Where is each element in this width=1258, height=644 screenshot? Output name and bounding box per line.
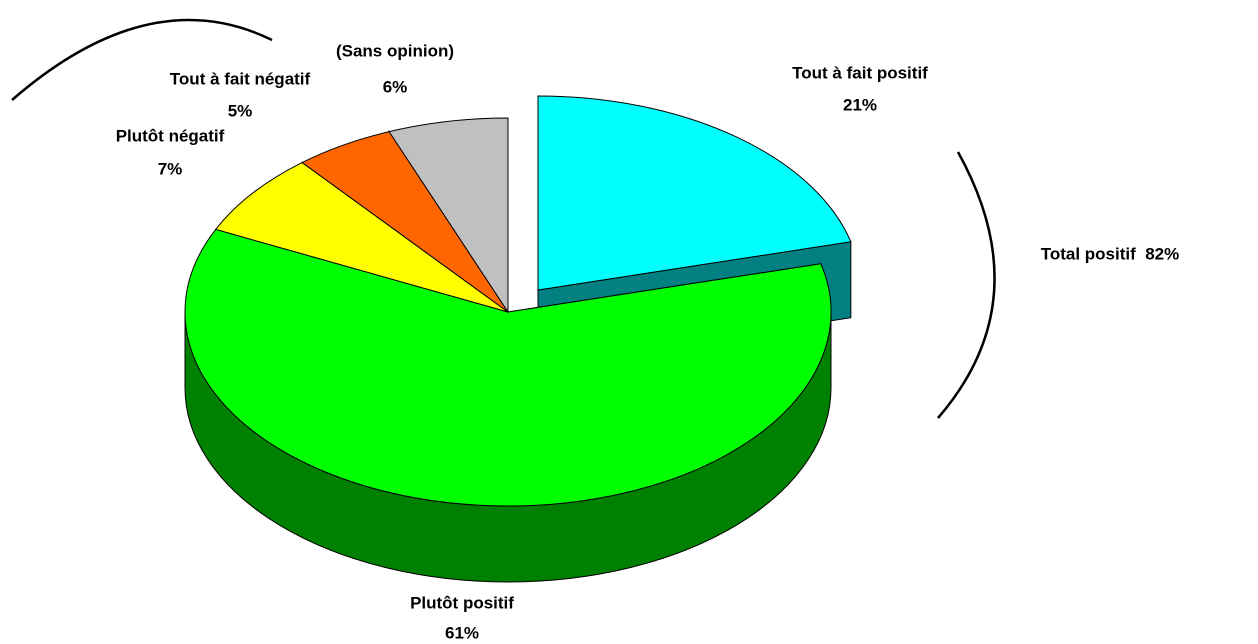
slice-label: Tout à fait négatif bbox=[170, 69, 311, 88]
slice bbox=[388, 117, 509, 314]
slice bbox=[214, 161, 509, 313]
value-label: 21% bbox=[843, 95, 877, 114]
value-label: 61% bbox=[445, 623, 479, 642]
slice-label: (Sans opinion) bbox=[336, 41, 454, 60]
pie bbox=[184, 95, 852, 583]
annotation: Total positif 82% bbox=[1041, 244, 1180, 263]
bracket bbox=[11, 18, 273, 101]
slice-label: Tout à fait positif bbox=[792, 63, 928, 82]
slice-label: Plutôt positif bbox=[410, 593, 514, 612]
slice bbox=[184, 228, 832, 507]
slice-label: Plutôt négatif bbox=[116, 126, 225, 145]
slice bbox=[537, 95, 852, 291]
bracket bbox=[937, 151, 996, 419]
value-label: 6% bbox=[383, 77, 408, 96]
value-label: 7% bbox=[158, 159, 183, 178]
value-label: 5% bbox=[228, 101, 253, 120]
